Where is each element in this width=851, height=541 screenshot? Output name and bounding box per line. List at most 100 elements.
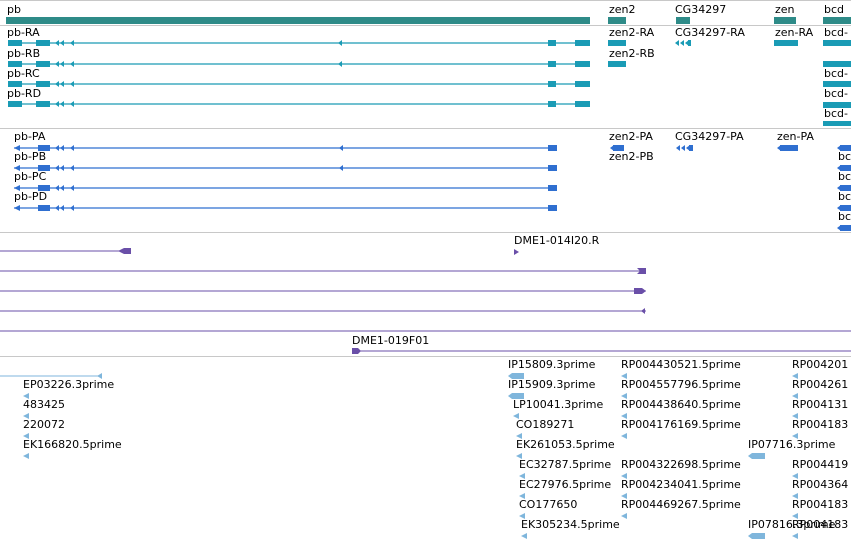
est-label: RP004261 [792,378,849,391]
transcript-label-pb-rd: pb-RD [7,87,42,100]
transcript-label-zen-ra: zen-RA [775,26,814,39]
protein-label-pb-pc: pb-PC [14,170,47,183]
est-label: CO177650 [519,498,578,511]
transcript-track: pb zen2 CG34297 zen bcd pb-RA pb-RB pb-R… [0,0,851,129]
transcript-pb-rd[interactable] [8,101,590,107]
est-label: RP004364 [792,478,849,491]
gene-bar-bcd[interactable] [823,17,851,24]
est-mid-glyphs[interactable] [508,373,527,539]
est-label: LP10041.3prime [513,398,604,411]
gene-bar-pb[interactable] [6,17,590,24]
transcript-label-bcd-2: bcd- [824,67,848,80]
protein-pb-pb[interactable] [14,165,557,171]
est-label: RP004201 [792,358,849,371]
est-track: EP03226.3prime 483425 220072 EK166820.5p… [0,356,851,541]
est-label: RP004183 [792,498,849,511]
transcript-bcd-3[interactable] [823,81,851,87]
est-label: RP004183 [792,518,849,531]
protein-label-zen-pa: zen-PA [777,130,814,143]
est-label: RP004131 [792,398,849,411]
est-label: RP004176169.5prime [621,418,741,431]
est-label: EK305234.5prime [521,518,620,531]
clone-line-3[interactable] [0,288,646,294]
est-left-glyphs[interactable] [0,373,102,459]
est-label: RP004419 [792,458,849,471]
est-label: EC27976.5prime [519,478,612,491]
transcript-zen-ra[interactable] [774,40,798,46]
protein-label-zen2-pb: zen2-PB [609,150,654,163]
gene-bar-zen[interactable] [774,17,796,24]
est-label: IP07816.3prime [748,518,836,531]
transcript-label-cg34297-ra: CG34297-RA [675,26,745,39]
transcript-label-zen2-ra: zen2-RA [609,26,655,39]
protein-zen-pa[interactable] [777,145,798,151]
transcript-bcd-2[interactable] [823,61,851,67]
protein-label-pb-pb: pb-PB [14,150,47,163]
gene-bar-zen2[interactable] [608,17,626,24]
protein-label-bcd-3: bc [838,190,851,203]
est-edge-glyphs[interactable] [792,373,798,539]
est-label: IP15909.3prime [508,378,596,391]
gene-bar-cg34297[interactable] [676,17,690,24]
est-glyphs [0,373,798,539]
est-label: 220072 [23,418,65,431]
transcript-bcd-1[interactable] [823,40,851,46]
est-label: EC32787.5prime [519,458,612,471]
protein-pb-pa[interactable] [14,145,557,151]
clone-line-019f01[interactable] [352,348,851,354]
clone-line-4[interactable] [0,308,646,314]
est-label: EK261053.5prime [516,438,615,451]
protein-label-zen2-pa: zen2-PA [609,130,653,143]
clone-glyphs [0,248,851,354]
est-label: CO189271 [516,418,575,431]
protein-label-cg34297-pa: CG34297-PA [675,130,744,143]
transcript-zen2-ra[interactable] [608,40,626,46]
protein-glyphs [14,145,851,231]
transcript-label-bcd-3: bcd- [824,87,848,100]
clone-track: DME1-014I20.R DME1-019F01 [0,232,851,357]
protein-label-pb-pd: pb-PD [14,190,48,203]
clone-label-014i20: DME1-014I20.R [514,234,600,247]
transcript-cg34297-ra[interactable] [675,40,691,46]
gene-label-bcd: bcd [824,3,845,16]
est-label: IP07716.3prime [748,438,836,451]
protein-track: pb-PA pb-PB pb-PC pb-PD zen2-PA zen2-PB … [0,128,851,233]
transcript-label-bcd-4: bcd- [824,107,848,120]
est-label: EK166820.5prime [23,438,122,451]
transcript-label-zen2-rb: zen2-RB [609,47,655,60]
protein-cg34297-pa[interactable] [676,145,693,151]
protein-label-pb-pa: pb-PA [14,130,46,143]
protein-pb-pc[interactable] [14,185,557,191]
clone-line-1[interactable] [0,248,131,254]
transcript-pb-rc[interactable] [8,81,590,87]
est-right-glyphs[interactable] [621,373,765,539]
protein-zen2-pa[interactable] [610,145,624,151]
gene-label-cg34297: CG34297 [675,3,727,16]
transcript-label-pb-ra: pb-RA [7,26,40,39]
est-label: 483425 [23,398,65,411]
protein-label-bcd-2: bc [838,170,851,183]
est-label: RP004557796.5prime [621,378,741,391]
transcript-label-pb-rb: pb-RB [7,47,41,60]
clone-line-2[interactable] [0,268,646,274]
est-label: RP004322698.5prime [621,458,741,471]
est-label: EP03226.3prime [23,378,115,391]
est-label: IP15809.3prime [508,358,596,371]
clone-label-019f01: DME1-019F01 [352,334,430,347]
est-label: RP004438640.5prime [621,398,741,411]
est-label: RP004469267.5prime [621,498,741,511]
transcript-label-bcd-1: bcd- [824,26,848,39]
transcript-glyphs [0,17,851,126]
protein-label-bcd-1: bc [838,150,851,163]
transcript-bcd-4[interactable] [823,102,851,108]
transcript-pb-rb[interactable] [8,61,590,67]
protein-bcd[interactable] [837,145,851,231]
transcript-zen2-rb[interactable] [608,61,626,67]
protein-label-bcd-4: bc [838,210,851,223]
est-label: RP004430521.5prime [621,358,741,371]
protein-pb-pd[interactable] [14,205,557,211]
transcript-pb-ra[interactable] [8,40,590,46]
est-label: RP004234041.5prime [621,478,741,491]
est-label: RP004183 [792,418,849,431]
clone-marker-014i20[interactable] [514,249,519,255]
